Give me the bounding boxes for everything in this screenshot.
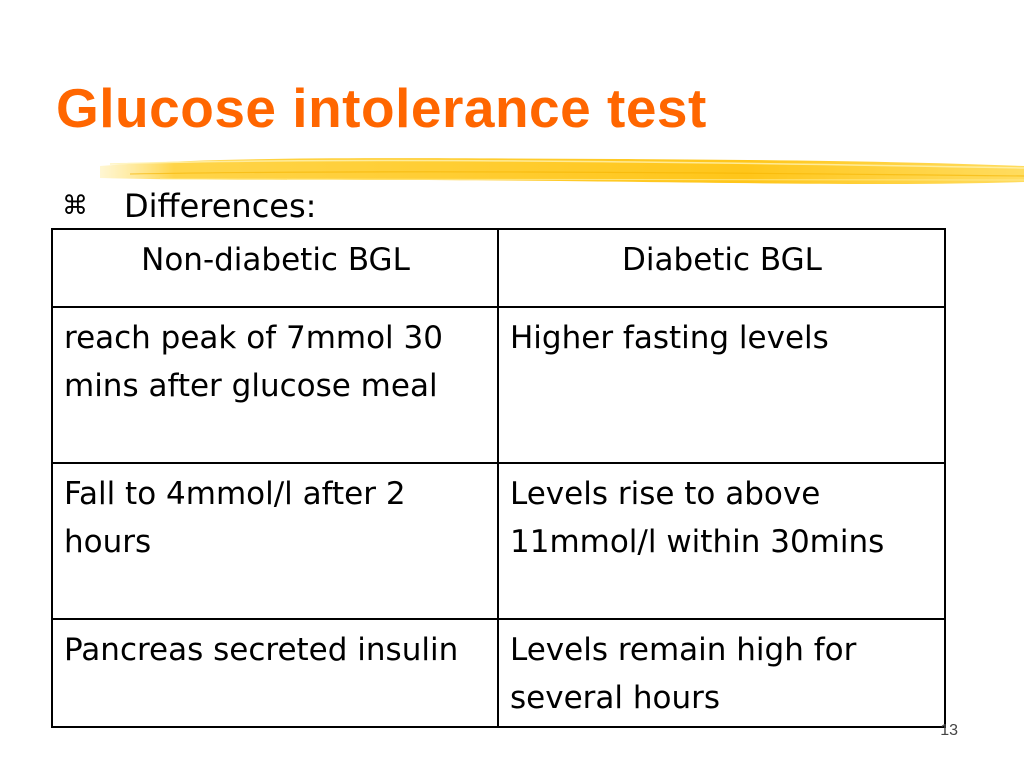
table-row: Pancreas secreted insulin Levels remain … xyxy=(51,618,946,728)
bullet-text: Differences: xyxy=(124,187,317,225)
table-cell: Pancreas secreted insulin xyxy=(51,618,499,728)
table-cell: Higher fasting levels xyxy=(497,306,946,464)
table-row: reach peak of 7mmol 30 mins after glucos… xyxy=(51,306,946,464)
table-cell: Fall to 4mmol/l after 2 hours xyxy=(51,462,499,620)
bullet-item: ⌘ Differences: xyxy=(62,184,316,228)
table-row: Fall to 4mmol/l after 2 hours Levels ris… xyxy=(51,462,946,620)
differences-table: Non-diabetic BGL Diabetic BGL reach peak… xyxy=(51,228,946,728)
table-cell: Levels remain high for several hours xyxy=(497,618,946,728)
header-non-diabetic: Non-diabetic BGL xyxy=(51,228,499,308)
brush-stroke-underline xyxy=(100,158,1024,184)
page-number: 13 xyxy=(940,722,958,739)
header-diabetic: Diabetic BGL xyxy=(497,228,946,308)
table-header-row: Non-diabetic BGL Diabetic BGL xyxy=(51,228,946,308)
slide-title: Glucose intolerance test xyxy=(56,77,707,139)
command-symbol-icon: ⌘ xyxy=(62,191,88,221)
table-cell: Levels rise to above 11mmol/l within 30m… xyxy=(497,462,946,620)
table-cell: reach peak of 7mmol 30 mins after glucos… xyxy=(51,306,499,464)
